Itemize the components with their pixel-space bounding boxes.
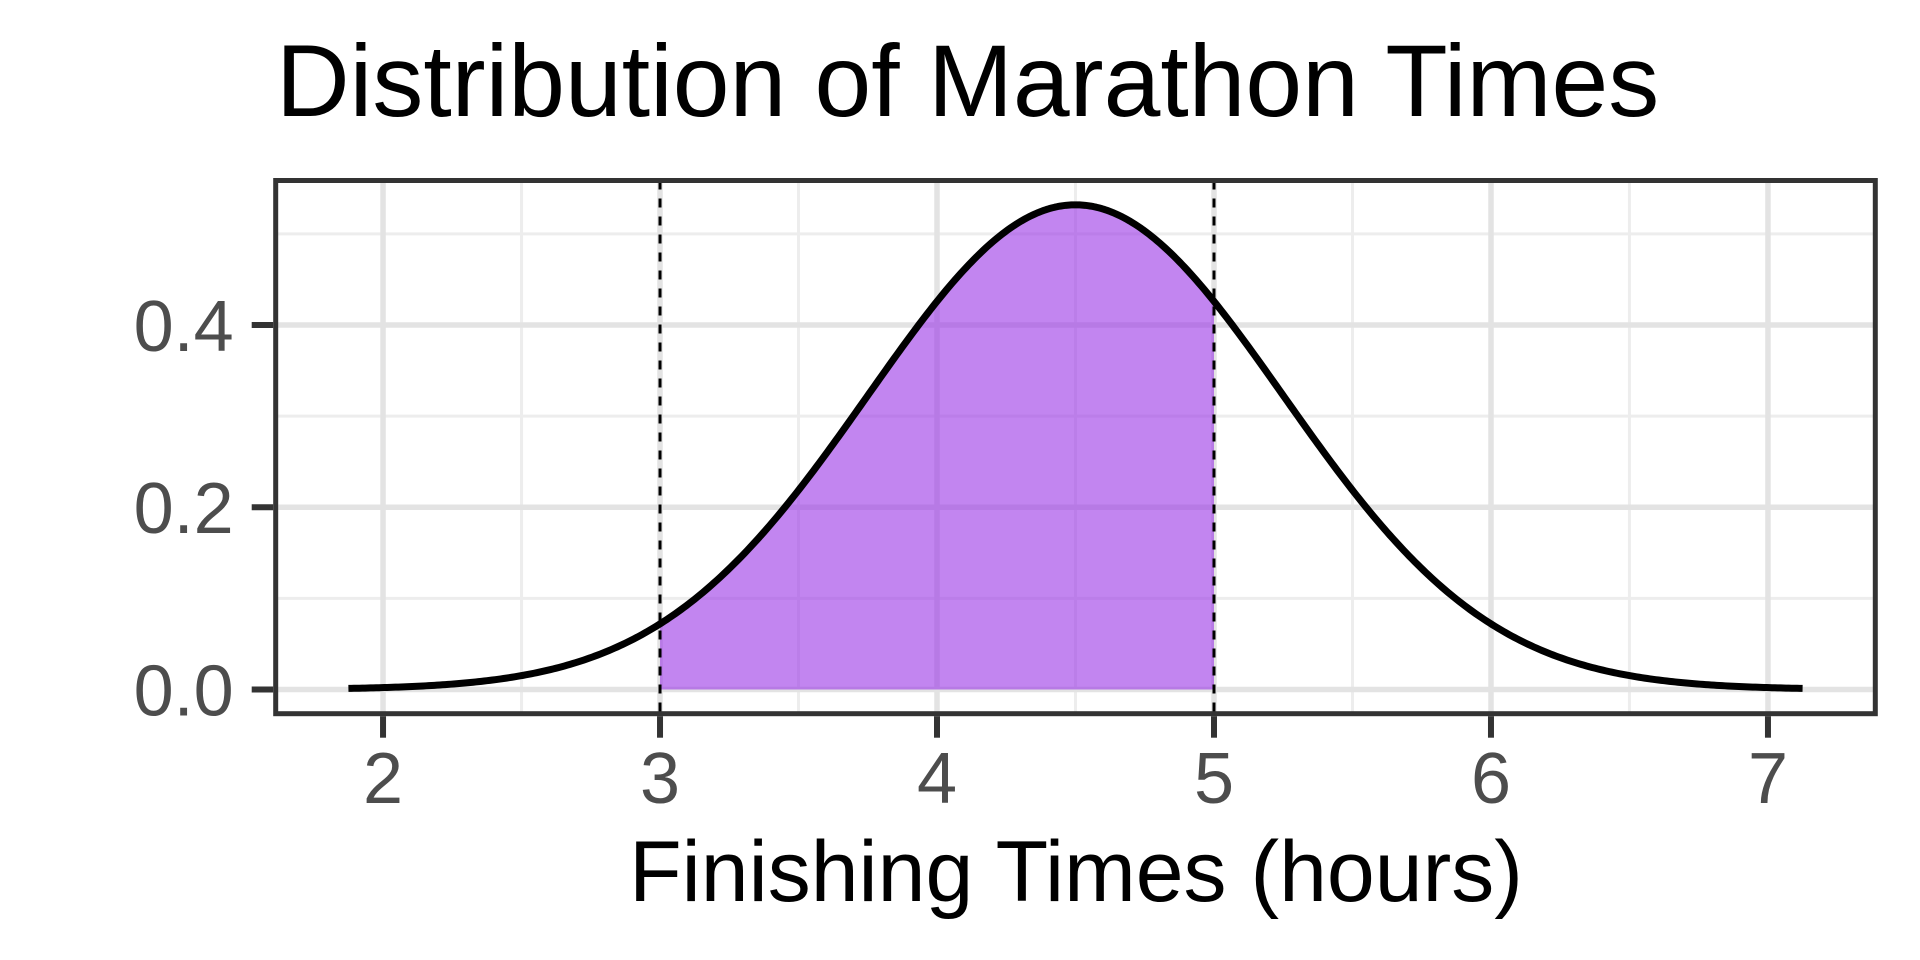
x-tick-label: 3 bbox=[640, 739, 680, 819]
density-curve-layer bbox=[347, 201, 1804, 692]
y-tick-label: 0.2 bbox=[134, 469, 234, 549]
density-curve bbox=[347, 201, 1804, 692]
shaded-region-layer bbox=[660, 204, 1214, 690]
x-tick-label: 7 bbox=[1748, 739, 1788, 819]
y-tick-label: 0.4 bbox=[134, 287, 234, 367]
panel-border bbox=[273, 178, 1878, 717]
y-tick-label: 0.0 bbox=[134, 651, 234, 731]
x-axis-title: Finishing Times (hours) bbox=[629, 824, 1523, 920]
x-tick-label: 5 bbox=[1194, 739, 1234, 819]
plot-title: Distribution of Marathon Times bbox=[276, 24, 1659, 138]
tick-labels-layer: 2 3 4 5 6 7 0.0 0.2 0.4 bbox=[134, 287, 1788, 819]
x-tick-label: 6 bbox=[1471, 739, 1511, 819]
axis-ticks-layer bbox=[251, 322, 1771, 738]
panel-border-layer bbox=[273, 178, 1878, 717]
shaded-region bbox=[660, 204, 1214, 690]
x-tick-label: 2 bbox=[363, 739, 403, 819]
x-tick-label: 4 bbox=[917, 739, 957, 819]
